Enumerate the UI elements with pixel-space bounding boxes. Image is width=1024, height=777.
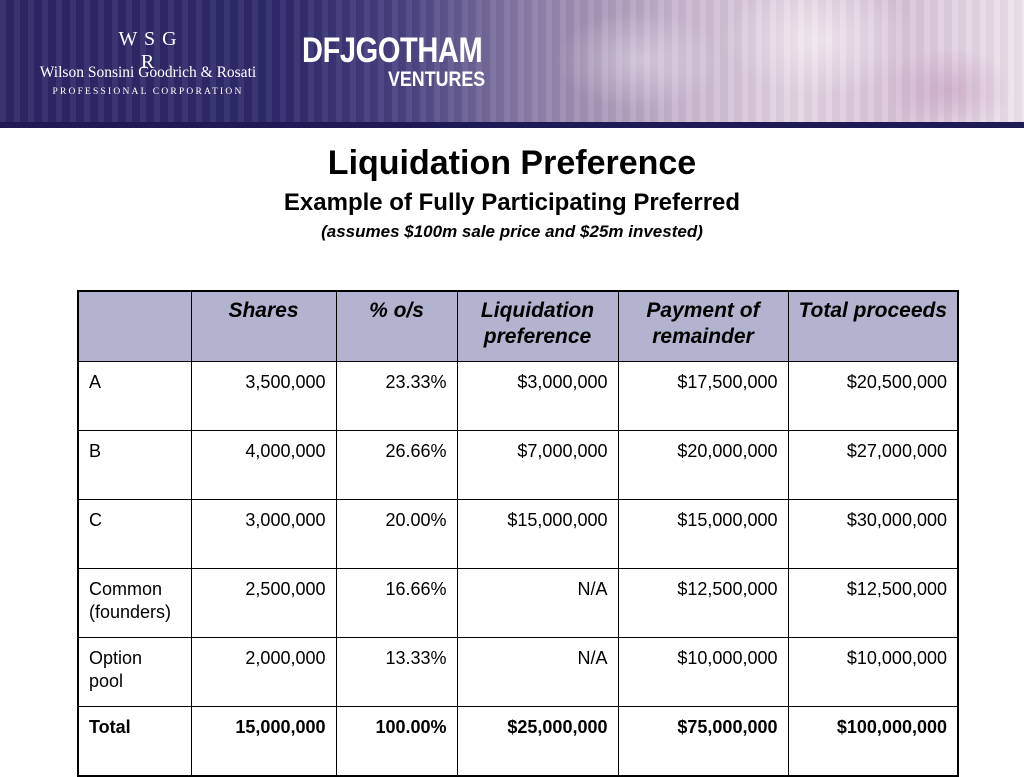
row-label: B: [77, 430, 192, 500]
table-total-row: Total 15,000,000 100.00% $25,000,000 $75…: [77, 706, 959, 777]
cell-percent: 26.66%: [335, 430, 458, 500]
cell-percent: 16.66%: [335, 568, 458, 638]
banner-photo-background: [0, 0, 1024, 128]
cell-total: $27,000,000: [787, 430, 959, 500]
cell-percent: 23.33%: [335, 361, 458, 431]
cell-remainder: $12,500,000: [617, 568, 789, 638]
row-label: C: [77, 499, 192, 569]
row-label: Common (founders): [77, 568, 192, 638]
cell-percent: 20.00%: [335, 499, 458, 569]
cell-shares: 4,000,000: [190, 430, 337, 500]
cell-shares: 15,000,000: [190, 706, 337, 777]
cell-liquidation: N/A: [456, 568, 619, 638]
cell-liquidation: $7,000,000: [456, 430, 619, 500]
cell-remainder: $17,500,000: [617, 361, 789, 431]
cell-shares: 3,000,000: [190, 499, 337, 569]
table-row: Common (founders) 2,500,000 16.66% N/A $…: [77, 568, 959, 638]
header-banner: W S G R Wilson Sonsini Goodrich & Rosati…: [0, 0, 1024, 128]
cell-liquidation: $3,000,000: [456, 361, 619, 431]
column-header-liquidation-preference: Liquidation preference: [456, 290, 619, 362]
cell-total: $20,500,000: [787, 361, 959, 431]
banner-divider: [0, 122, 1024, 128]
table-row: B 4,000,000 26.66% $7,000,000 $20,000,00…: [77, 430, 959, 500]
column-header-label: [77, 290, 192, 362]
cell-shares: 2,500,000: [190, 568, 337, 638]
table-row: A 3,500,000 23.33% $3,000,000 $17,500,00…: [77, 361, 959, 431]
table-row: C 3,000,000 20.00% $15,000,000 $15,000,0…: [77, 499, 959, 569]
cell-percent: 13.33%: [335, 637, 458, 707]
column-header-payment-of-remainder: Payment of remainder: [617, 290, 789, 362]
cell-shares: 2,000,000: [190, 637, 337, 707]
slide-title: Liquidation Preference: [327, 144, 697, 182]
cell-total: $30,000,000: [787, 499, 959, 569]
cell-percent: 100.00%: [335, 706, 458, 777]
slide-note: (assumes $100m sale price and $25m inves…: [321, 222, 703, 241]
row-label: Total: [77, 706, 192, 777]
cell-liquidation: $15,000,000: [456, 499, 619, 569]
wsgr-logo-mark: W S G R: [118, 28, 178, 73]
table-header-row: Shares % o/s Liquidation preference Paym…: [77, 290, 959, 362]
wsgr-firm-subtitle: PROFESSIONAL CORPORATION: [52, 87, 244, 97]
row-label: A: [77, 361, 192, 431]
cell-shares: 3,500,000: [190, 361, 337, 431]
wsgr-firm-name: Wilson Sonsini Goodrich & Rosati: [39, 64, 257, 81]
dfj-gotham-logo: DFJGOTHAM: [302, 31, 483, 70]
column-header-shares: Shares: [190, 290, 337, 362]
dfj-gotham-subtitle: VENTURES: [388, 68, 486, 91]
column-header-percent-outstanding: % o/s: [335, 290, 458, 362]
cell-remainder: $10,000,000: [617, 637, 789, 707]
row-label: Option pool: [77, 637, 192, 707]
cell-total: $100,000,000: [787, 706, 959, 777]
cell-liquidation: N/A: [456, 637, 619, 707]
liquidation-table: Shares % o/s Liquidation preference Paym…: [77, 290, 959, 777]
slide-subtitle: Example of Fully Participating Preferred: [283, 189, 741, 216]
cell-liquidation: $25,000,000: [456, 706, 619, 777]
cell-total: $12,500,000: [787, 568, 959, 638]
cell-remainder: $15,000,000: [617, 499, 789, 569]
cell-remainder: $75,000,000: [617, 706, 789, 777]
cell-total: $10,000,000: [787, 637, 959, 707]
cell-remainder: $20,000,000: [617, 430, 789, 500]
column-header-total-proceeds: Total proceeds: [787, 290, 959, 362]
table-row: Option pool 2,000,000 13.33% N/A $10,000…: [77, 637, 959, 707]
